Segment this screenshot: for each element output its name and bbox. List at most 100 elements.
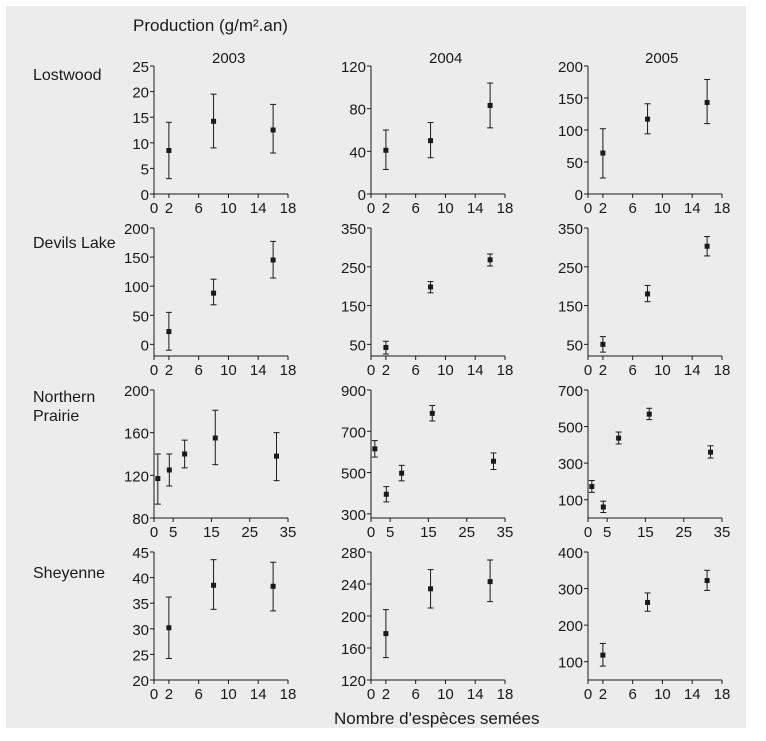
x-tick-label: 6 (628, 200, 636, 217)
year-label-2005: 2005 (645, 50, 678, 67)
data-point (166, 467, 172, 473)
x-tick-label: 10 (437, 362, 454, 379)
panel: 50 150 250 350 0 2 6 10 14 18 (341, 221, 513, 379)
y-tick-label: 280 (341, 545, 366, 562)
x-tick-label: 5 (386, 524, 394, 541)
x-tick-label: 15 (420, 524, 437, 541)
data-point (211, 582, 217, 588)
x-tick-label: 2 (382, 686, 390, 703)
data-point (399, 470, 405, 476)
panel: 100 200 300 400 0 2 6 10 14 18 (558, 545, 730, 703)
y-tick-label: 25 (132, 647, 149, 664)
data-point (645, 291, 651, 297)
x-tick-label: 6 (628, 362, 636, 379)
y-tick-label: 120 (341, 59, 366, 76)
x-tick-label: 10 (654, 200, 671, 217)
site-label: Lostwood (33, 67, 102, 84)
y-tick-label: 200 (558, 59, 583, 76)
y-tick-label: 30 (132, 622, 149, 639)
x-tick-label: 10 (437, 686, 454, 703)
y-tick-label: 50 (132, 308, 149, 325)
y-tick-label: 5 (141, 161, 149, 178)
data-point (166, 329, 172, 335)
x-tick-label: 14 (467, 200, 484, 217)
data-point (646, 411, 652, 417)
data-point (155, 476, 161, 482)
panel: 0 50 100 150 200 0 2 6 10 14 18 (558, 59, 730, 217)
y-tick-label: 240 (341, 577, 366, 594)
x-tick-label: 0 (150, 686, 158, 703)
x-tick-label: 18 (280, 686, 297, 703)
x-tick-label: 18 (280, 200, 297, 217)
y-tick-label: 300 (558, 456, 583, 473)
data-point (616, 435, 622, 441)
y-tick-label: 25 (132, 59, 149, 76)
year-label-2003: 2003 (212, 50, 245, 67)
y-tick-label: 20 (132, 85, 149, 102)
site-labels: Lostwood Devils Lake Northern Prairie Sheyen… (33, 67, 116, 582)
y-tick-label: 100 (124, 279, 149, 296)
y-tick-label: 700 (558, 383, 583, 400)
data-point (600, 652, 606, 658)
data-point (211, 290, 217, 296)
data-point (383, 631, 389, 637)
data-point (487, 257, 493, 263)
x-tick-label: 15 (637, 524, 654, 541)
x-tick-label: 14 (467, 362, 484, 379)
x-tick-label: 2 (165, 200, 173, 217)
y-tick-label: 200 (124, 221, 149, 238)
y-tick-label: 900 (341, 383, 366, 400)
x-tick-label: 18 (714, 362, 731, 379)
data-point (428, 138, 434, 144)
x-tick-label: 18 (280, 362, 297, 379)
y-tick-label: 500 (558, 420, 583, 437)
x-tick-label: 10 (220, 686, 237, 703)
x-tick-label: 2 (382, 362, 390, 379)
x-tick-label: 14 (684, 200, 701, 217)
x-tick-label: 6 (194, 686, 202, 703)
y-tick-label: 200 (558, 618, 583, 635)
x-tick-label: 0 (367, 200, 375, 217)
y-tick-label: 50 (349, 337, 366, 354)
x-tick-label: 0 (584, 524, 592, 541)
panel: 0 5 10 15 20 25 0 2 6 10 14 18 (132, 59, 296, 217)
x-tick-label: 18 (714, 686, 731, 703)
x-tick-label: 35 (280, 524, 297, 541)
panel: 0 50 100 150 200 0 2 6 10 14 18 (124, 221, 296, 379)
x-tick-label: 18 (497, 686, 514, 703)
data-point (274, 453, 280, 459)
data-point (270, 257, 276, 263)
panel: 50 150 250 350 0 2 6 10 14 18 (558, 221, 730, 379)
data-point (383, 147, 389, 153)
x-tick-label: 10 (654, 362, 671, 379)
data-point (487, 102, 493, 108)
x-tick-label: 0 (584, 686, 592, 703)
y-tick-label: 0 (141, 187, 149, 204)
y-tick-label: 45 (132, 545, 149, 562)
x-tick-label: 25 (241, 524, 258, 541)
x-tick-label: 0 (367, 362, 375, 379)
data-point (487, 579, 493, 585)
y-tick-label: 0 (358, 187, 366, 204)
x-tick-label: 0 (584, 200, 592, 217)
y-tick-label: 200 (124, 383, 149, 400)
y-tick-label: 80 (349, 102, 366, 119)
y-tick-label: 0 (141, 337, 149, 354)
x-tick-label: 14 (250, 200, 267, 217)
x-tick-label: 14 (467, 686, 484, 703)
y-tick-label: 10 (132, 136, 149, 153)
y-tick-label: 250 (341, 260, 366, 277)
data-point (182, 451, 188, 457)
x-tick-label: 0 (150, 362, 158, 379)
x-tick-label: 14 (684, 686, 701, 703)
x-tick-label: 10 (437, 200, 454, 217)
x-tick-label: 6 (194, 200, 202, 217)
site-label: Northern Prairie (33, 389, 95, 425)
x-tick-label: 2 (599, 362, 607, 379)
data-point (383, 491, 389, 497)
y-tick-label: 150 (124, 250, 149, 267)
y-tick-label: 300 (558, 582, 583, 599)
x-tick-label: 2 (599, 686, 607, 703)
x-tick-label: 10 (220, 200, 237, 217)
